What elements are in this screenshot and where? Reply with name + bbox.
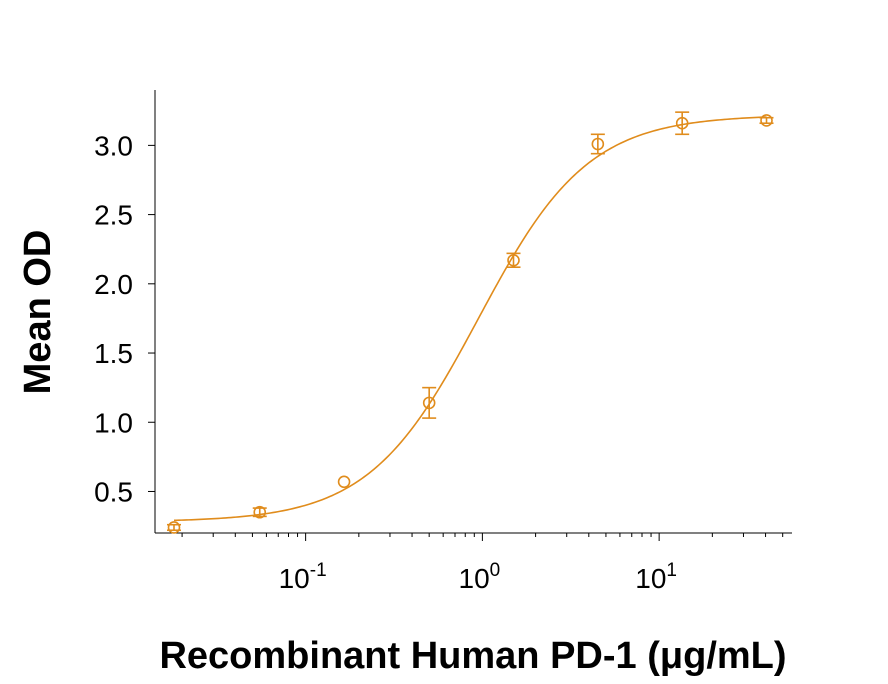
x-axis-title: Recombinant Human PD-1 (μg/mL) — [159, 635, 786, 677]
data-point — [507, 253, 520, 267]
fit-curve — [173, 116, 767, 522]
data-point — [675, 116, 689, 130]
y-tick-label: 1.0 — [94, 407, 133, 438]
data-points — [166, 111, 774, 534]
data-point — [253, 505, 267, 519]
data-point — [422, 396, 436, 410]
data-point — [337, 475, 351, 489]
x-tick-label: 100 — [459, 560, 501, 594]
y-tick-label: 2.0 — [94, 269, 133, 300]
data-point — [760, 114, 773, 127]
y-tick-label: 2.5 — [94, 200, 133, 231]
axes — [154, 90, 792, 534]
y-axis-title: Mean OD — [17, 230, 59, 395]
tick-labels: 0.5 1.0 1.5 2.0 2.5 3.0 10-1 100 101 — [94, 130, 677, 594]
fit-curve-group — [173, 116, 767, 522]
x-tick-label: 10-1 — [279, 560, 327, 594]
y-tick-label: 1.5 — [94, 338, 133, 369]
data-point — [591, 137, 605, 151]
ticks — [148, 144, 784, 541]
y-tick-label: 3.0 — [94, 130, 133, 161]
x-tick-label: 101 — [635, 560, 677, 594]
y-tick-label: 0.5 — [94, 476, 133, 507]
data-point — [167, 521, 181, 534]
